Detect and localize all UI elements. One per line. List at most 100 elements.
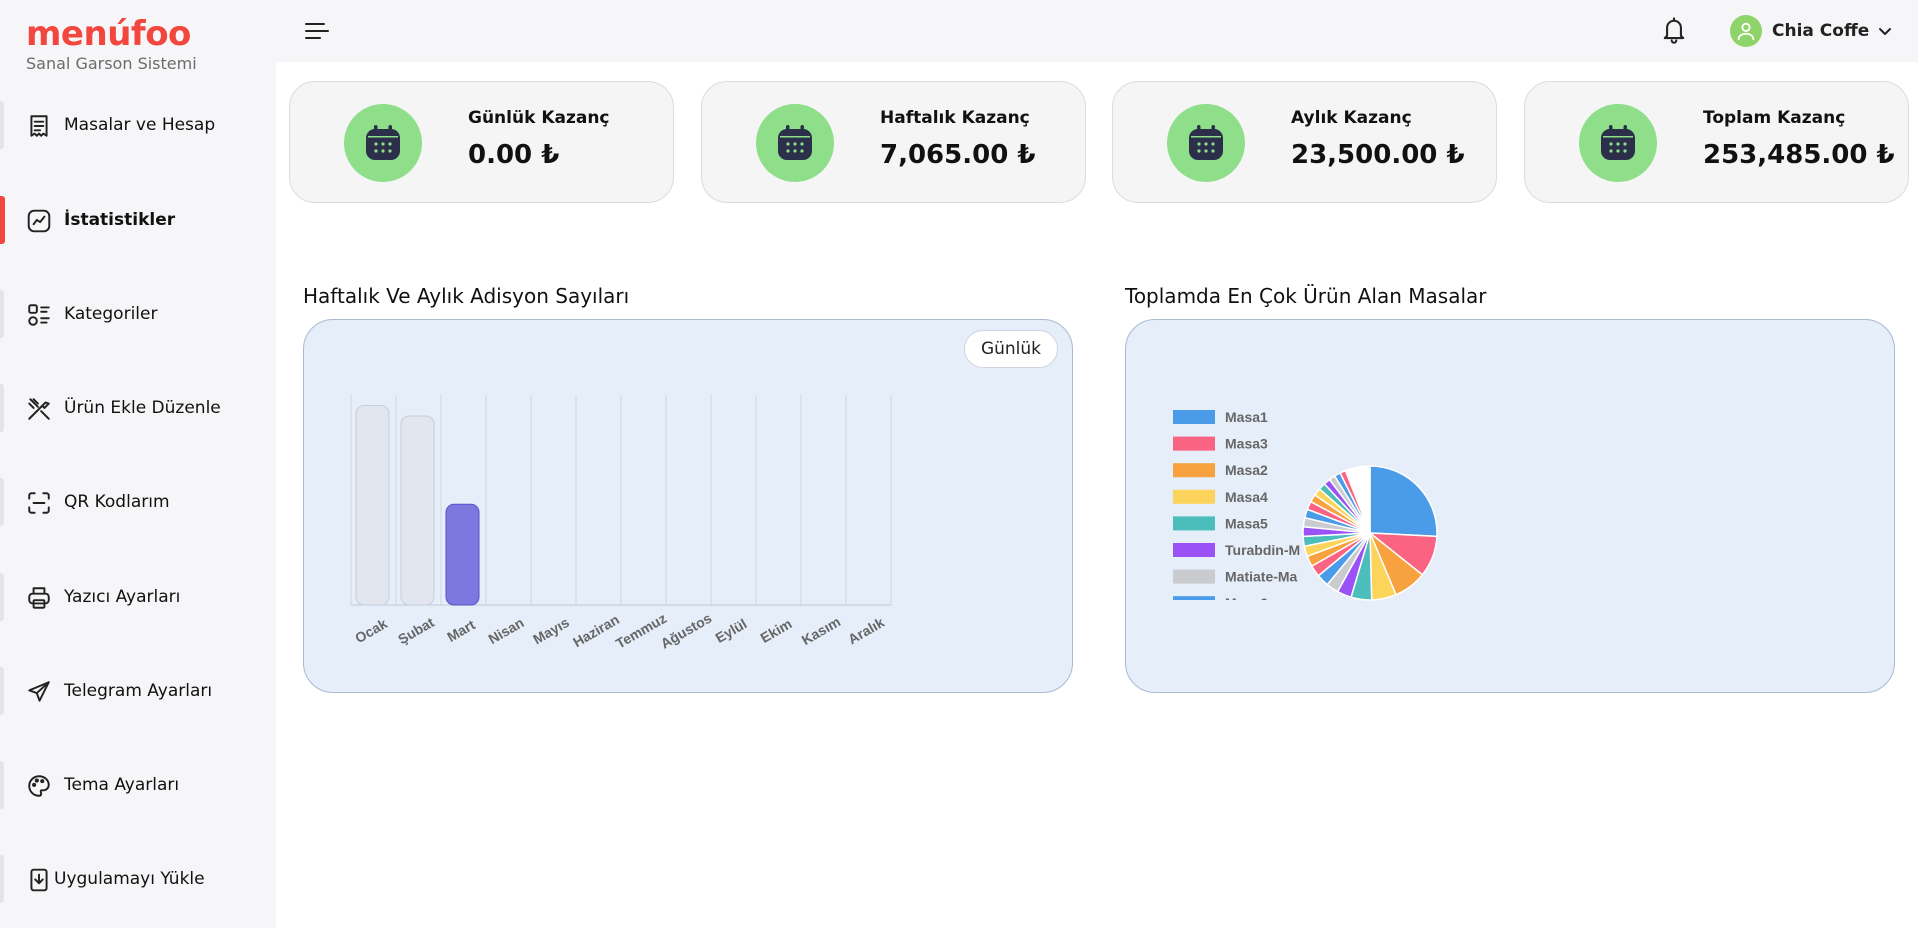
x-tick-label: Eylül — [713, 615, 750, 646]
sidebar-item-kategoriler[interactable]: Kategoriler — [0, 288, 276, 340]
stat-value: 253,485.00 ₺ — [1703, 140, 1895, 170]
legend-label: Masa6 — [1225, 595, 1268, 611]
bar-chart: Ocak Şubat Mart Nisan MayısHaziranTemmuzAğus… — [350, 395, 892, 652]
legend-label: Matiate-Ma — [1225, 569, 1298, 585]
stat-label: Haftalık Kazanç — [880, 108, 1030, 128]
legend-swatch — [1173, 623, 1215, 637]
period-select-button[interactable]: Günlük — [964, 330, 1058, 368]
stat-card-monthly: Aylık Kazanç 23,500.00 ₺ — [1112, 81, 1497, 203]
x-tick-label: Mayıs — [530, 614, 572, 647]
legend-label: Masa5 — [1225, 515, 1268, 531]
x-tick-label: Temmuz — [613, 610, 669, 652]
receipt-icon — [26, 113, 52, 139]
calendar-icon — [1579, 104, 1657, 182]
legend-label: Masa2 — [1225, 462, 1268, 478]
nav-edge — [0, 667, 4, 715]
bell-icon[interactable] — [1660, 15, 1688, 45]
brand-subtitle: Sanal Garson Sistemi — [26, 54, 197, 73]
legend-swatch — [1173, 489, 1215, 504]
brand-logo[interactable]: menúfoo — [26, 14, 191, 54]
x-tick-label: Ocak — [352, 615, 390, 646]
sidebar-item-label: Uygulamayı Yükle — [54, 869, 205, 889]
bar-chart-title: Haftalık Ve Aylık Adisyon Sayıları — [303, 284, 630, 308]
sidebar-item-yazici[interactable]: Yazıcı Ayarları — [0, 571, 276, 623]
calendar-icon — [344, 104, 422, 182]
sidebar-item-telegram[interactable]: Telegram Ayarları — [0, 665, 276, 717]
stat-label: Toplam Kazanç — [1703, 108, 1846, 128]
legend-swatch — [1173, 569, 1215, 584]
legend-swatch — [1173, 596, 1215, 600]
chevron-down-icon — [1877, 23, 1893, 39]
legend-swatch — [1173, 410, 1215, 424]
sidebar-item-istatistikler[interactable]: İstatistikler — [0, 194, 276, 246]
stat-label: Günlük Kazanç — [468, 108, 610, 128]
grid-shapes-icon — [26, 302, 52, 328]
calendar-icon — [756, 104, 834, 182]
legend-swatch — [1173, 516, 1215, 531]
stat-label: Aylık Kazanç — [1291, 108, 1412, 128]
download-icon — [26, 867, 52, 893]
sidebar-item-label: Telegram Ayarları — [64, 681, 213, 701]
x-tick-label: Mart — [444, 616, 478, 645]
sidebar-item-label: Ürün Ekle Düzenle — [64, 398, 221, 418]
sidebar-item-label: Kategoriler — [64, 304, 158, 324]
x-tick-label: Nisan — [485, 614, 526, 647]
legend-swatch — [1173, 463, 1215, 478]
sidebar-item-urun-ekle[interactable]: Ürün Ekle Düzenle — [0, 382, 276, 434]
printer-icon — [26, 585, 52, 611]
top-header: Chia Coffe — [276, 0, 1918, 62]
legend-swatch — [1173, 543, 1215, 557]
legend-label: Taus-Masa — [1225, 622, 1297, 638]
legend-swatch — [1173, 436, 1215, 451]
sidebar: menúfoo Sanal Garson Sistemi Masalar ve … — [0, 0, 276, 928]
pie-chart-slices — [1302, 465, 1438, 601]
bar-Şubat — [400, 415, 435, 606]
nav-edge — [0, 478, 4, 526]
pie-slice-Masa1 — [1369, 465, 1438, 538]
sidebar-item-qr-kodlarim[interactable]: QR Kodlarım — [0, 476, 276, 528]
stat-card-weekly: Haftalık Kazanç 7,065.00 ₺ — [701, 81, 1086, 203]
nav-edge-active — [0, 196, 5, 244]
legend-label: Masa1 — [1225, 409, 1268, 425]
bar-chart-grid — [350, 395, 892, 606]
pie-chart: Masa1 Masa3 Masa2 Masa4 Masa5 Turabdin-M Matia… — [1173, 409, 1438, 638]
bar-Ocak — [355, 405, 390, 606]
bar-chart-panel: Günlük Ocak Şubat Mart Nisan Mayıs Haziran Tem… — [303, 319, 1073, 693]
qr-scan-icon — [26, 490, 52, 516]
stat-card-total: Toplam Kazanç 253,485.00 ₺ — [1524, 81, 1909, 203]
pie-chart-title: Toplamda En Çok Ürün Alan Masalar — [1125, 284, 1487, 308]
legend-label: Masa4 — [1225, 489, 1268, 505]
sidebar-item-tema[interactable]: Tema Ayarları — [0, 759, 276, 811]
nav-edge — [0, 761, 4, 809]
bar-Mart — [445, 503, 480, 606]
bar-chart-x-ticks: Ocak Şubat Mart Nisan MayısHaziranTemmuzAğus… — [352, 610, 887, 652]
menu-toggle-icon[interactable] — [302, 18, 332, 44]
x-tick-label: Aralık — [845, 614, 887, 647]
stat-value: 7,065.00 ₺ — [880, 140, 1036, 170]
trend-chart-icon — [26, 208, 52, 234]
send-icon — [26, 679, 52, 705]
nav-edge — [0, 855, 4, 903]
palette-icon — [26, 773, 52, 799]
sidebar-item-label: QR Kodlarım — [64, 492, 170, 512]
x-tick-label: Ekim — [758, 615, 795, 646]
x-tick-label: Şubat — [395, 614, 437, 647]
pie-chart-legend: Masa1 Masa3 Masa2 Masa4 Masa5 Turabdin-M Matia… — [1173, 409, 1300, 638]
stat-value: 0.00 ₺ — [468, 140, 560, 170]
sidebar-item-label: Yazıcı Ayarları — [64, 587, 181, 607]
bar-chart-bars — [355, 405, 480, 606]
x-tick-label: Haziran — [570, 611, 622, 650]
user-avatar-icon — [1730, 15, 1762, 47]
sidebar-item-label: İstatistikler — [64, 210, 176, 230]
x-tick-label: Ağustos — [658, 610, 715, 652]
nav-edge — [0, 573, 4, 621]
user-menu[interactable]: Chia Coffe — [1730, 12, 1893, 50]
sidebar-item-masalar[interactable]: Masalar ve Hesap — [0, 99, 276, 151]
pie-slice-other — [1344, 465, 1371, 534]
pie-chart-panel: Masa1 Masa3 Masa2 Masa4 Masa5 Turabdin-M Matia… — [1125, 319, 1895, 693]
x-tick-label: Kasım — [799, 613, 843, 648]
sidebar-item-uygulama[interactable]: Uygulamayı Yükle — [0, 853, 276, 905]
user-name: Chia Coffe — [1772, 21, 1870, 41]
nav-edge — [0, 101, 4, 149]
legend-label: Turabdin-M — [1225, 542, 1300, 558]
